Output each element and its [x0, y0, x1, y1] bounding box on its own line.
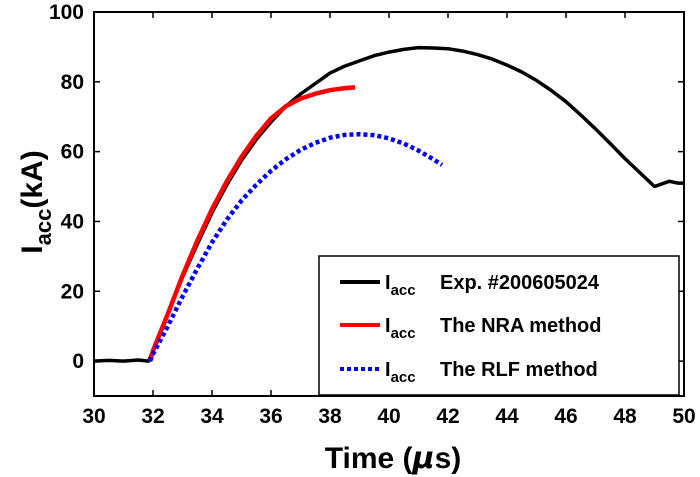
legend: Iacc Exp. #200605024 Iacc The NRA method I…	[318, 255, 680, 396]
plot-area: 30 32 34 36 38 40 42 44 46 48 50 0 20 40 60 80 100	[49, 1, 696, 428]
y-tick-label: 20	[61, 280, 84, 303]
legend-rlf-text: The RLF method	[440, 359, 598, 381]
y-axis-title-sub: acc	[31, 209, 56, 246]
x-axis-title-unit: s)	[435, 442, 462, 475]
x-axis-title-mu: μ	[412, 441, 435, 476]
legend-exp-sub: acc	[391, 282, 416, 299]
x-tick-label: 50	[672, 405, 695, 428]
legend-rlf-sub: acc	[391, 369, 416, 386]
x-tick-label: 34	[200, 405, 224, 428]
legend-exp-text: Exp. #200605024	[440, 272, 600, 294]
legend-nra-sub: acc	[391, 325, 416, 342]
y-tick-label: 80	[61, 71, 84, 94]
legend-rlf-main: I	[385, 359, 391, 381]
x-tick-label: 48	[613, 405, 637, 428]
y-axis-title-unit: (kA)	[16, 150, 49, 208]
x-tick-label: 46	[554, 405, 577, 428]
x-tick-label: 40	[377, 405, 400, 428]
x-axis-title: Time (μs)	[325, 441, 462, 476]
series-layer	[93, 45, 684, 363]
series-line-rlf	[147, 131, 444, 362]
legend-label-nra: Iacc The NRA method	[385, 315, 601, 342]
legend-nra-main: I	[385, 315, 391, 337]
legend-label-rlf: Iacc The RLF method	[385, 359, 598, 386]
legend-nra-text: The NRA method	[440, 315, 601, 337]
y-tick-label: 40	[61, 210, 84, 233]
y-axis-title: Iacc(kA)	[16, 150, 56, 253]
x-tick-label: 30	[82, 405, 105, 428]
x-tick-label: 32	[141, 405, 164, 428]
y-axis-title-main: I	[16, 245, 49, 253]
y-tick-label: 0	[72, 350, 84, 373]
y-tick-label: 100	[49, 1, 84, 24]
y-tick-label: 60	[61, 141, 84, 164]
x-axis-title-text: Time (	[325, 442, 413, 475]
x-tick-label: 44	[495, 405, 519, 428]
legend-exp-main: I	[385, 272, 391, 294]
x-tick-label: 36	[259, 405, 282, 428]
x-tick-label: 38	[318, 405, 342, 428]
legend-label-exp: Iacc Exp. #200605024	[385, 272, 600, 299]
y-axis-ticks: 0 20 40 60 80 100	[49, 1, 684, 373]
x-tick-label: 42	[436, 405, 459, 428]
series-line-nra	[147, 85, 356, 362]
